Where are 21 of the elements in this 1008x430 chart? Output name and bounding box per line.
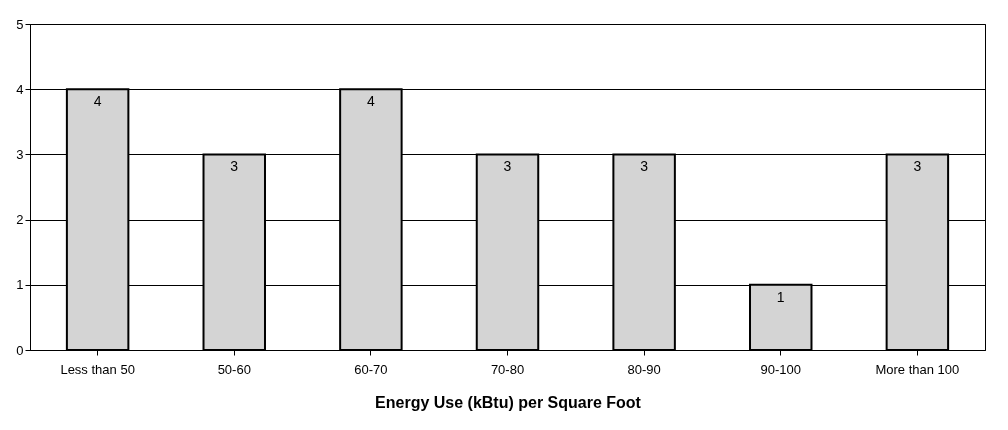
y-tick-label: 1 [16,277,24,293]
data-label: 4 [93,93,102,110]
y-tick-label: 3 [16,146,24,162]
y-tick-label: 4 [16,81,24,97]
x-tick-label: Less than 50 [60,361,135,377]
x-tick-label: 70-80 [490,361,525,377]
data-label: 1 [776,288,785,305]
data-label: 4 [366,93,375,110]
x-tick-label: 50-60 [217,361,251,377]
x-axis-title: Energy Use (kBtu) per Square Foot [375,393,642,411]
x-tick-label: 80-90 [627,361,661,377]
y-tick-label: 5 [16,16,24,32]
data-label: 3 [503,158,512,175]
x-tick-label: More than 100 [875,361,960,377]
x-tick-label: 90-100 [760,361,801,377]
data-label: 3 [913,158,922,175]
y-tick-label: 2 [16,212,24,228]
y-tick-label: 0 [16,342,24,358]
x-tick-label: 60-70 [354,361,388,377]
data-label: 3 [230,158,239,175]
data-label: 3 [640,158,649,175]
